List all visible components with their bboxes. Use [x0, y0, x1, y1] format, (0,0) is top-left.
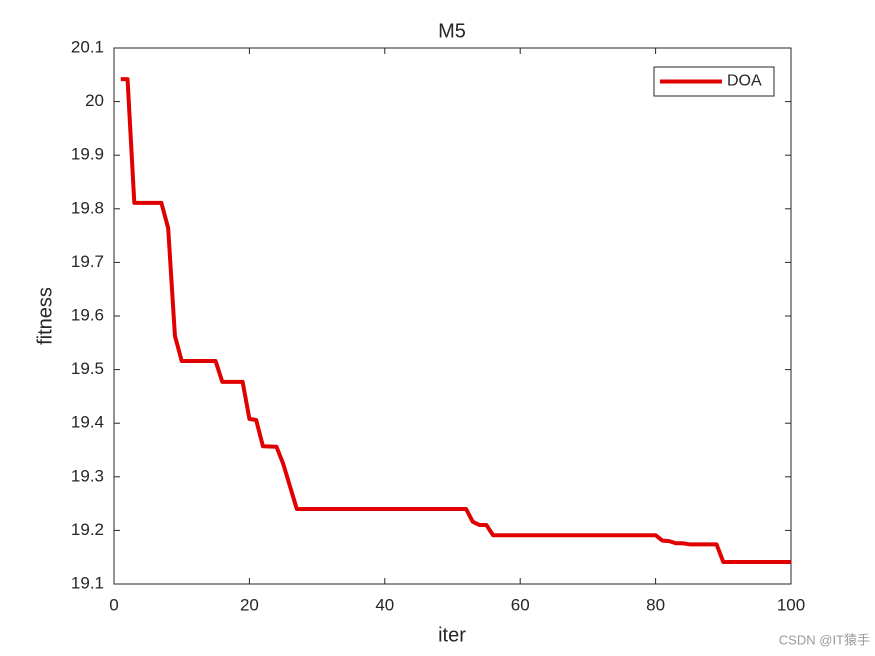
y-tick-label: 19.3: [71, 466, 104, 485]
x-tick-label: 20: [240, 595, 259, 614]
x-tick-label: 60: [511, 595, 530, 614]
y-tick-label: 19.8: [71, 198, 104, 217]
x-axis-label: iter: [438, 624, 466, 646]
data-line: [120, 77, 791, 565]
x-tick-label: 100: [777, 595, 805, 614]
chart-title: M5: [438, 20, 466, 42]
x-tick-label: 40: [375, 595, 394, 614]
y-tick-label: 19.5: [71, 359, 104, 378]
y-axis-label: fitness: [34, 287, 56, 345]
y-tick-label: 20.1: [71, 37, 104, 56]
y-tick-label: 19.4: [71, 413, 104, 432]
y-tick-label: 19.2: [71, 520, 104, 539]
x-tick-label: 0: [109, 595, 118, 614]
x-tick-label: 80: [646, 595, 665, 614]
y-tick-label: 19.1: [71, 573, 104, 592]
y-tick-label: 20: [85, 91, 104, 110]
y-tick-label: 19.6: [71, 305, 104, 324]
legend-label: DOA: [727, 73, 762, 90]
y-tick-label: 19.9: [71, 145, 104, 164]
axes-box: [113, 47, 792, 585]
watermark: CSDN @IT猿手: [779, 632, 870, 647]
y-tick-label: 19.7: [71, 252, 104, 271]
